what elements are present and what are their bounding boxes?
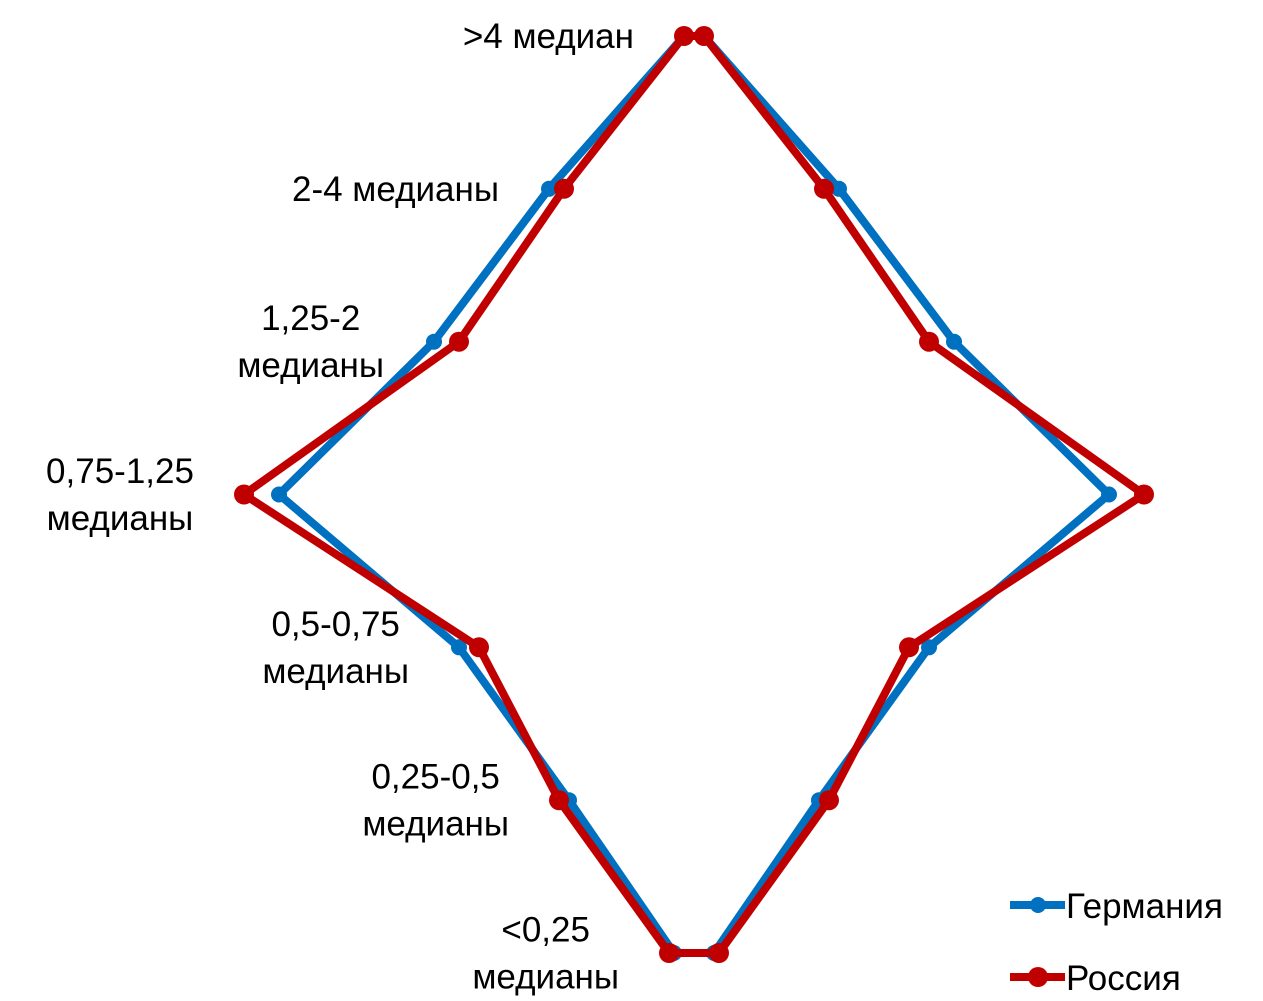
data-point	[1134, 484, 1154, 505]
data-point	[554, 178, 574, 199]
data-point	[709, 943, 729, 963]
data-point	[919, 331, 939, 352]
data-point	[271, 486, 287, 503]
legend-marker	[1028, 967, 1048, 987]
legend-marker	[1030, 897, 1046, 913]
data-point	[234, 484, 254, 505]
data-point	[659, 943, 679, 963]
category-label: >4 медиан	[463, 17, 634, 56]
data-point	[814, 178, 834, 199]
data-point	[451, 639, 467, 656]
category-label: <0,25 медианы	[472, 911, 619, 997]
data-point	[819, 790, 839, 811]
legend-item: Германия	[1010, 887, 1223, 926]
legend: Германия Россия	[1010, 887, 1223, 998]
data-point	[469, 637, 489, 658]
category-label: 0,5-0,75 медианы	[262, 605, 409, 691]
category-label: 0,25-0,5 медианы	[362, 758, 509, 844]
category-labels: <0,25 медианы 0,25-0,5 медианы 0,5-0,75 медиа…	[46, 17, 634, 997]
data-point	[1101, 486, 1117, 503]
data-point	[946, 333, 962, 350]
data-point	[899, 637, 919, 658]
category-label: 2-4 медианы	[292, 170, 499, 209]
category-label: 0,75-1,25 медианы	[46, 452, 194, 538]
legend-label: Германия	[1066, 887, 1223, 926]
series-1	[234, 26, 1154, 963]
data-point	[921, 639, 937, 656]
data-point	[694, 26, 714, 46]
data-point	[674, 26, 694, 46]
series-layer	[234, 26, 1154, 963]
legend-label: Россия	[1066, 959, 1181, 998]
data-point	[541, 180, 557, 197]
data-point	[549, 790, 569, 811]
data-point	[449, 331, 469, 352]
data-point	[426, 333, 442, 350]
category-label: 1,25-2 медианы	[237, 299, 384, 385]
data-point	[831, 180, 847, 197]
legend-item: Россия	[1010, 959, 1181, 998]
